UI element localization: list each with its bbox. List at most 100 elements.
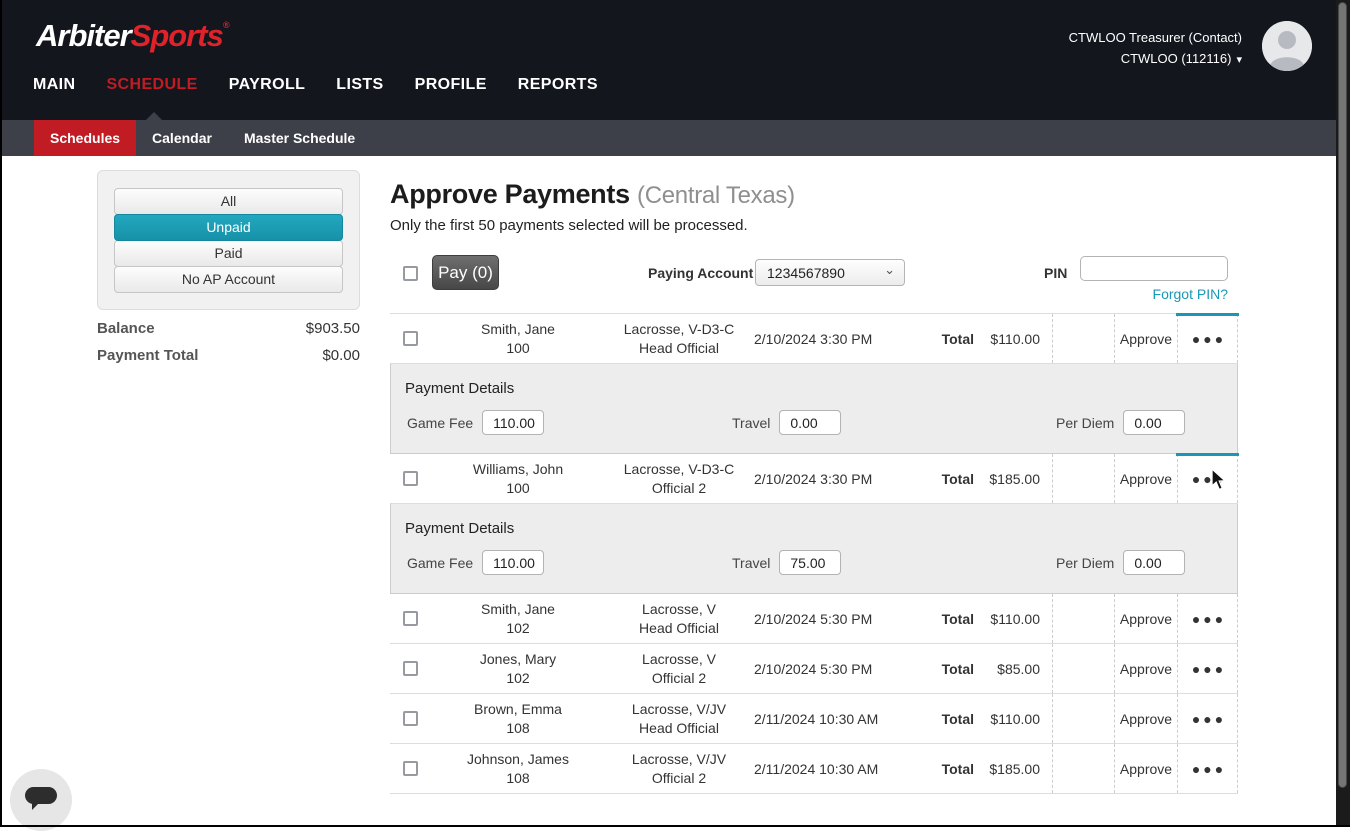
game-fee-input[interactable] (482, 550, 545, 575)
approve-link[interactable]: Approve (1114, 454, 1177, 503)
filter-unpaid-button[interactable]: Unpaid (114, 214, 343, 241)
payment-total-value: $0.00 (322, 347, 360, 364)
row-menu-icon[interactable]: ●●● (1177, 314, 1238, 363)
table-row: Smith, Jane 100 Lacrosse, V-D3-C Head Offi… (390, 313, 1239, 364)
pin-input[interactable] (1080, 256, 1228, 281)
row-checkbox[interactable] (403, 761, 418, 776)
spacer-cell (1052, 594, 1114, 643)
per-diem-label: Per Diem (1056, 414, 1115, 431)
scrollbar-track[interactable] (1336, 0, 1350, 827)
row-menu-icon[interactable]: ●●● (1177, 694, 1238, 743)
subnav-item-master-schedule[interactable]: Master Schedule (243, 130, 356, 146)
filter-paid-button[interactable]: Paid (114, 240, 343, 267)
travel-label: Travel (732, 554, 771, 571)
user-info: CTWLOO Treasurer (Contact) CTWLOO (11211… (1069, 27, 1242, 71)
approve-link[interactable]: Approve (1114, 594, 1177, 643)
nav-item-schedule[interactable]: SCHEDULE (106, 76, 198, 93)
row-checkbox[interactable] (403, 661, 418, 676)
payments-table: Smith, Jane 100 Lacrosse, V-D3-C Head Offi… (390, 313, 1239, 794)
payment-details-panel: Payment Details Game Fee Travel Per Diem (390, 504, 1238, 594)
game-datetime: 2/11/2024 10:30 AM (754, 710, 879, 727)
select-all-checkbox[interactable] (403, 266, 418, 281)
row-menu-icon[interactable]: ●●● (1177, 594, 1238, 643)
account-switcher[interactable]: CTWLOO (112116) ▾ (1069, 48, 1242, 71)
forgot-pin-link[interactable]: Forgot PIN? (1152, 286, 1228, 302)
sport-level: Lacrosse, V/JV (631, 700, 727, 717)
table-row: Smith, Jane 102 Lacrosse, V Head Official … (390, 594, 1238, 644)
pin-label: PIN (1044, 265, 1068, 281)
total-label: Total (941, 710, 974, 727)
game-fee-label: Game Fee (407, 554, 474, 571)
total-amount: $110.00 (990, 710, 1040, 727)
sport-level: Lacrosse, V-D3-C (623, 320, 735, 337)
subnav-item-calendar[interactable]: Calendar (152, 130, 212, 146)
travel-input[interactable] (779, 550, 842, 575)
paying-account-value: 1234567890 (767, 264, 845, 281)
nav-item-profile[interactable]: PROFILE (414, 76, 487, 93)
approve-link[interactable]: Approve (1114, 644, 1177, 693)
total-amount: $110.00 (990, 610, 1040, 627)
nav-item-main[interactable]: MAIN (33, 76, 76, 93)
chat-button[interactable] (10, 769, 72, 831)
table-row: Williams, John 100 Lacrosse, V-D3-C Offici… (390, 453, 1239, 504)
official-name: Smith, Jane (481, 320, 555, 337)
table-row: Johnson, James 108 Lacrosse, V/JV Official… (390, 744, 1238, 794)
total-label: Total (941, 660, 974, 677)
per-diem-input[interactable] (1123, 410, 1186, 435)
account-label: CTWLOO (112116) (1120, 51, 1232, 66)
page-title-region: (Central Texas) (637, 182, 795, 209)
spacer-cell (1052, 694, 1114, 743)
nav-item-lists[interactable]: LISTS (336, 76, 384, 93)
game-number: 102 (506, 619, 530, 636)
row-checkbox[interactable] (403, 331, 418, 346)
avatar[interactable] (1262, 21, 1312, 71)
row-checkbox[interactable] (403, 611, 418, 626)
official-name: Brown, Emma (474, 700, 562, 717)
row-checkbox[interactable] (403, 711, 418, 726)
official-name: Jones, Mary (479, 650, 557, 667)
approve-link[interactable]: Approve (1114, 694, 1177, 743)
nav-item-payroll[interactable]: PAYROLL (228, 76, 306, 93)
approve-link[interactable]: Approve (1114, 744, 1177, 793)
official-name: Williams, John (472, 460, 564, 477)
per-diem-input[interactable] (1123, 550, 1186, 575)
row-menu-icon[interactable]: ●●● (1177, 644, 1238, 693)
game-datetime: 2/10/2024 5:30 PM (754, 660, 873, 677)
main-nav: MAIN SCHEDULE PAYROLL LISTS PROFILE REPO… (33, 76, 598, 94)
main-panel: Approve Payments (Central Texas) Only th… (390, 156, 1239, 794)
pay-button[interactable]: Pay (0) (432, 255, 499, 290)
subnav-item-schedules[interactable]: Schedules (34, 120, 137, 156)
spacer-cell (1052, 314, 1114, 363)
game-fee-input[interactable] (482, 410, 545, 435)
page-title: Approve Payments (Central Texas) (390, 179, 795, 209)
sidebar: All Unpaid Paid No AP Account Balance $9… (97, 170, 360, 364)
top-header: ArbiterSports® MAIN SCHEDULE PAYROLL LIS… (0, 0, 1336, 120)
scrollbar-thumb[interactable] (1338, 2, 1347, 788)
travel-input[interactable] (779, 410, 842, 435)
content-area: All Unpaid Paid No AP Account Balance $9… (0, 156, 1336, 827)
logo-part-arbiter: Arbiter (36, 18, 132, 53)
paying-account-select[interactable]: 1234567890 ⌄ (755, 259, 905, 286)
paying-account-label: Paying Account (648, 265, 754, 281)
approve-link[interactable]: Approve (1114, 314, 1177, 363)
game-datetime: 2/10/2024 3:30 PM (754, 330, 873, 347)
arbitersports-logo[interactable]: ArbiterSports® (36, 18, 229, 54)
window-border-bottom (0, 825, 1350, 827)
chevron-down-icon: ▾ (1236, 54, 1242, 66)
filter-all-button[interactable]: All (114, 188, 343, 215)
game-datetime: 2/10/2024 5:30 PM (754, 610, 873, 627)
filter-no-ap-account-button[interactable]: No AP Account (114, 266, 343, 293)
game-number: 108 (506, 719, 530, 736)
row-menu-icon[interactable]: ●●● (1177, 454, 1238, 503)
game-number: 108 (506, 769, 530, 786)
row-checkbox[interactable] (403, 471, 418, 486)
game-datetime: 2/11/2024 10:30 AM (754, 760, 879, 777)
travel-label: Travel (732, 414, 771, 431)
row-menu-icon[interactable]: ●●● (1177, 744, 1238, 793)
official-name: Smith, Jane (481, 600, 555, 617)
person-icon (1262, 21, 1312, 71)
sport-level: Lacrosse, V-D3-C (623, 460, 735, 477)
nav-item-reports[interactable]: REPORTS (517, 76, 598, 93)
position: Official 2 (651, 479, 707, 496)
payment-details-title: Payment Details (405, 380, 515, 397)
